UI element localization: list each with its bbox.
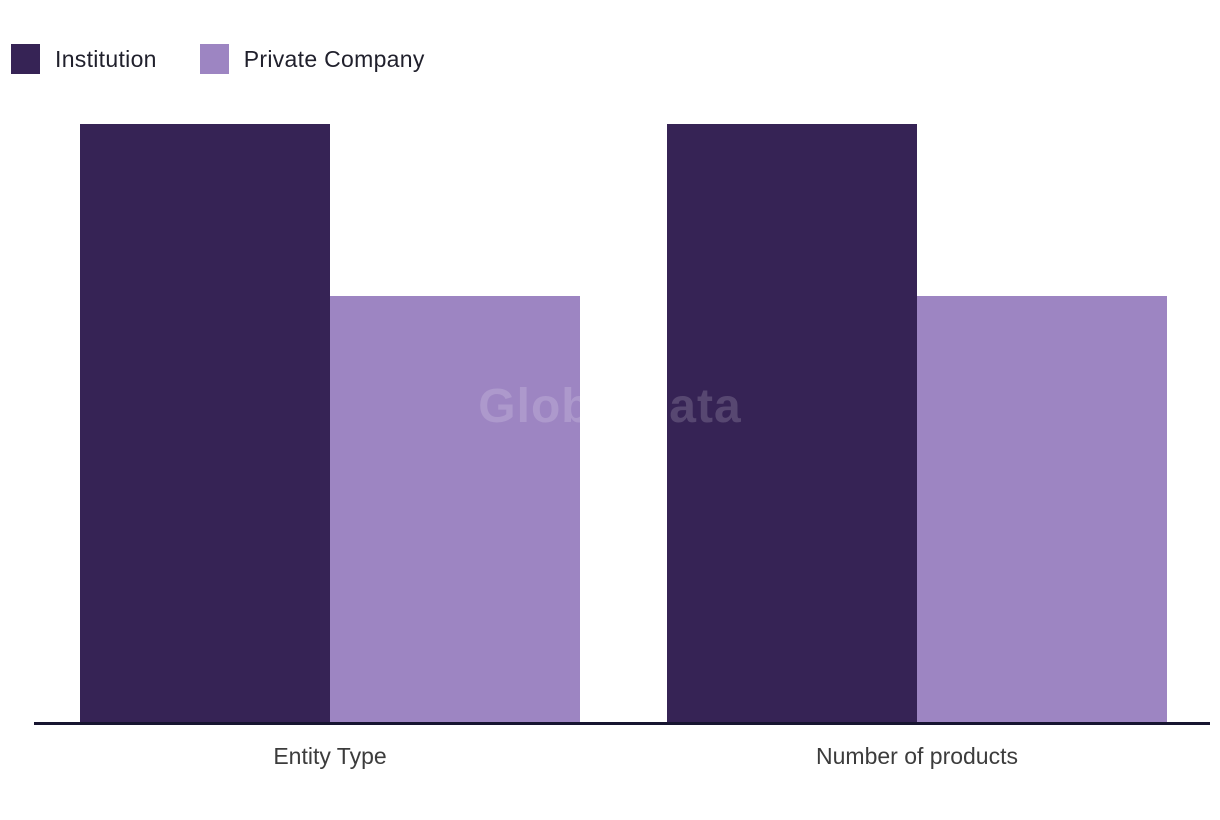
legend-label-private-company: Private Company	[243, 45, 425, 72]
legend-item-private-company[interactable]: Private Company	[199, 44, 425, 74]
bar-private-company-entity-type[interactable]	[330, 296, 580, 723]
legend-swatch-institution	[11, 44, 40, 74]
legend: Institution Private Company	[11, 44, 425, 74]
x-axis-label-entity-type: Entity Type	[273, 743, 387, 769]
bar-institution-number-of-products[interactable]	[667, 124, 917, 723]
x-axis-line	[34, 722, 1210, 725]
x-axis-label-number-of-products: Number of products	[816, 743, 1018, 769]
legend-item-institution[interactable]: Institution	[11, 44, 157, 74]
legend-label-institution: Institution	[55, 45, 157, 72]
bar-private-company-number-of-products[interactable]	[917, 296, 1167, 723]
bar-institution-entity-type[interactable]	[80, 124, 330, 723]
legend-swatch-private-company	[199, 44, 229, 74]
